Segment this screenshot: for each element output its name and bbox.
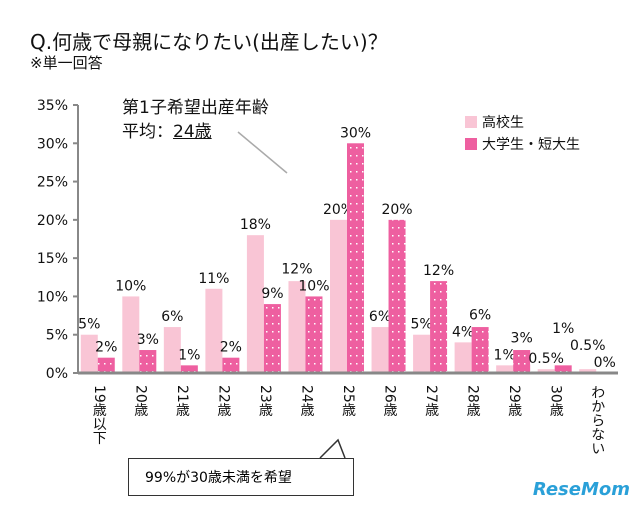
data-label: 12% — [281, 261, 312, 277]
resemom-logo: ReseMom — [532, 479, 630, 500]
bar-university — [222, 357, 240, 373]
bar-university — [513, 350, 531, 373]
bar-university — [554, 365, 572, 373]
bar-highschool — [330, 219, 347, 373]
x-tick-label: 27歳 — [423, 385, 439, 417]
bar-highschool — [537, 369, 555, 373]
bar-highschool — [371, 327, 389, 373]
bar-university — [388, 219, 406, 373]
bar-highschool — [163, 327, 181, 373]
x-tick-label: 22歳 — [215, 385, 231, 417]
data-label: 9% — [261, 286, 283, 302]
data-label: 5% — [78, 317, 100, 333]
callout-tail — [319, 438, 346, 459]
y-tick-label: 35% — [37, 98, 68, 114]
x-tick-label: 20歳 — [132, 385, 148, 417]
data-label: 6% — [369, 309, 391, 325]
x-tick-label: 28歳 — [465, 385, 481, 417]
average-age-annotation: 第1子希望出産年齢 平均：24歳 — [122, 96, 269, 144]
data-label: 3% — [511, 330, 533, 346]
chart-subtitle: ※単一回答 — [30, 54, 103, 72]
bar-highschool — [496, 365, 514, 373]
data-label: 1% — [552, 321, 574, 337]
y-tick-label: 30% — [37, 136, 68, 152]
bar-university — [305, 296, 323, 373]
legend-label: 大学生・短大生 — [482, 137, 580, 153]
x-tick-label: 19歳以下 — [91, 385, 107, 445]
bar-university — [97, 357, 115, 373]
x-tick-label: 26歳 — [382, 385, 398, 417]
data-label: 0.5% — [528, 351, 564, 367]
y-tick-label: 25% — [37, 175, 68, 191]
bar-highschool — [579, 369, 597, 373]
data-label: 3% — [137, 332, 159, 348]
data-label: 1% — [494, 347, 516, 363]
bar-university — [180, 365, 198, 373]
bar-highschool — [288, 281, 306, 373]
legend-swatch — [465, 116, 477, 128]
annotation-leader-line — [237, 131, 288, 174]
chart-title: Q.何歳で母親になりたい(出産したい)？ — [30, 30, 388, 54]
bar-university — [471, 327, 489, 373]
x-tick-label: 30歳 — [548, 385, 564, 417]
callout-box: 99%が30歳未満を希望 — [128, 458, 354, 496]
data-label: 30% — [340, 125, 371, 141]
data-label: 18% — [240, 217, 271, 233]
data-label: 0% — [594, 355, 616, 371]
data-label: 0.5% — [570, 338, 606, 354]
x-tick-label: わからない — [589, 385, 605, 455]
bar-university — [430, 281, 448, 373]
x-tick-label: 29歳 — [506, 385, 522, 417]
y-tick-label: 5% — [46, 328, 68, 344]
data-label: 6% — [469, 307, 491, 323]
data-label: 4% — [452, 324, 474, 340]
data-label: 10% — [298, 278, 329, 294]
data-label: 10% — [115, 278, 146, 294]
bar-university — [263, 304, 281, 373]
x-tick-label: 23歳 — [257, 385, 273, 417]
data-label: 6% — [161, 309, 183, 325]
bar-university — [347, 143, 364, 373]
legend-swatch — [465, 138, 477, 150]
legend: 高校生 大学生・短大生 — [465, 112, 580, 156]
bar-highschool — [122, 296, 140, 373]
data-label: 2% — [220, 340, 242, 356]
annotation-line1: 第1子希望出産年齢 — [122, 98, 269, 118]
bar-highschool — [454, 342, 472, 373]
legend-label: 高校生 — [482, 115, 524, 131]
data-label: 1% — [178, 347, 200, 363]
bar-highschool — [80, 334, 98, 373]
y-tick-label: 20% — [37, 213, 68, 229]
data-label: 12% — [423, 263, 454, 279]
x-tick-label: 21歳 — [174, 385, 190, 417]
y-tick-label: 0% — [46, 366, 68, 382]
data-label: 11% — [198, 271, 229, 287]
bar-highschool — [205, 288, 223, 373]
x-tick-label: 25歳 — [340, 385, 356, 417]
bar-highschool — [413, 334, 431, 373]
annotation-value: 24歳 — [173, 122, 212, 142]
data-label: 20% — [323, 202, 354, 218]
data-label: 2% — [95, 340, 117, 356]
legend-item-highschool: 高校生 — [465, 112, 580, 134]
bar-highschool — [246, 235, 264, 373]
y-tick-label: 15% — [37, 251, 68, 267]
bar-university — [139, 350, 157, 373]
y-tick-label: 10% — [37, 289, 68, 305]
annotation-prefix: 平均： — [122, 122, 173, 142]
data-label: 20% — [381, 202, 412, 218]
x-tick-label: 24歳 — [298, 385, 314, 417]
data-label: 5% — [410, 317, 432, 333]
legend-item-university: 大学生・短大生 — [465, 134, 580, 156]
